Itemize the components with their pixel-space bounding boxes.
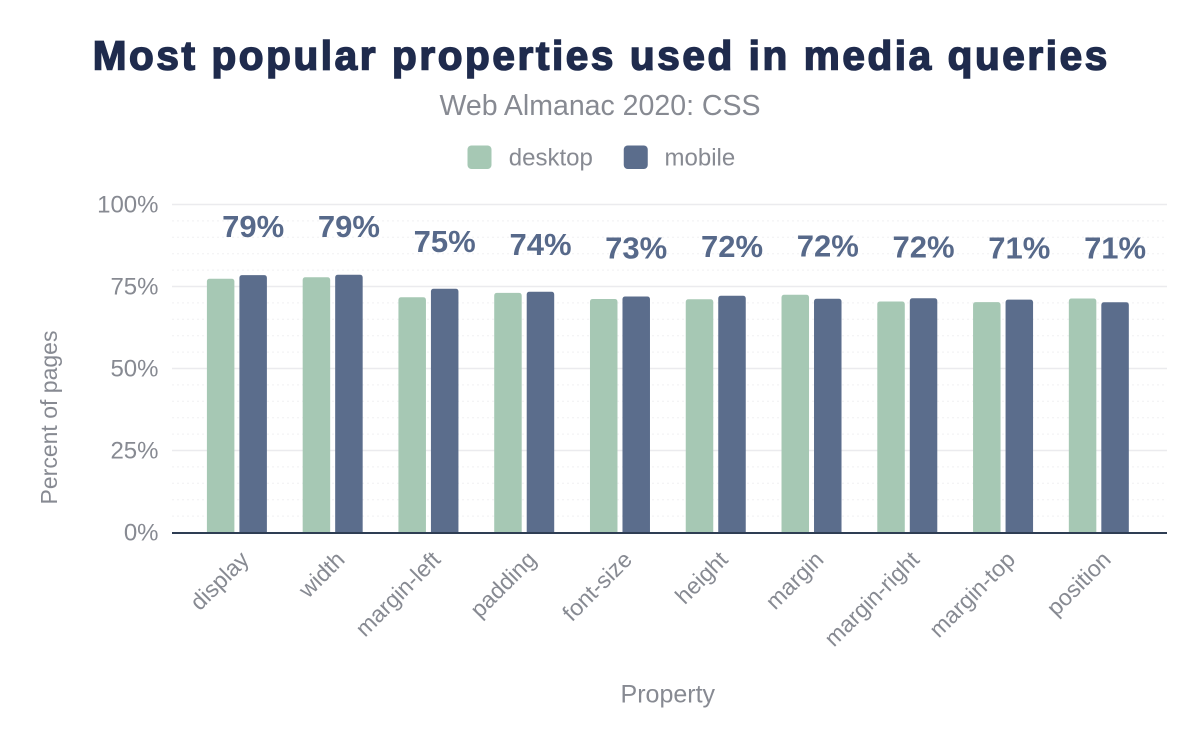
svg-text:72%: 72% (892, 230, 954, 265)
svg-text:74%: 74% (509, 227, 571, 262)
svg-text:79%: 79% (222, 209, 284, 244)
svg-text:71%: 71% (1084, 231, 1146, 266)
svg-text:Property: Property (621, 680, 716, 708)
svg-text:71%: 71% (988, 231, 1050, 266)
svg-text:Most popular properties used i: Most popular properties used in media qu… (93, 32, 1110, 78)
svg-text:mobile: mobile (665, 145, 736, 172)
svg-text:75%: 75% (414, 224, 476, 259)
svg-text:Web Almanac 2020: CSS: Web Almanac 2020: CSS (439, 90, 760, 122)
svg-text:72%: 72% (701, 229, 763, 264)
svg-text:73%: 73% (605, 231, 667, 266)
svg-text:75%: 75% (110, 274, 158, 301)
svg-text:72%: 72% (797, 229, 859, 264)
svg-text:100%: 100% (97, 192, 158, 219)
svg-text:50%: 50% (110, 356, 158, 383)
svg-text:desktop: desktop (509, 145, 593, 172)
svg-text:79%: 79% (318, 209, 380, 244)
svg-text:0%: 0% (124, 520, 159, 547)
svg-text:25%: 25% (110, 438, 158, 465)
svg-text:Percent of pages: Percent of pages (36, 331, 62, 505)
